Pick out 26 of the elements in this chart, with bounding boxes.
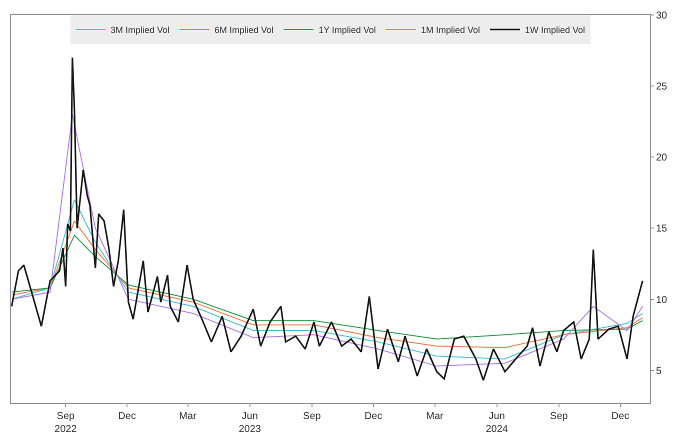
x-tick-label: Dec xyxy=(118,411,136,422)
y-tick-label: 5 xyxy=(656,366,662,377)
x-tick-label: Sep xyxy=(550,411,568,422)
legend-label: 1M Implied Vol xyxy=(420,25,480,36)
x-tick-label: Jun 2023 xyxy=(238,411,262,435)
legend-label: 6M Implied Vol xyxy=(214,25,274,36)
x-tick-label: Dec xyxy=(364,411,382,422)
line-series xyxy=(11,56,644,382)
legend-label: 1Y Implied Vol xyxy=(318,25,376,36)
legend-label: 3M Implied Vol xyxy=(110,25,170,36)
line-series xyxy=(11,234,644,340)
x-tick-label: Sep 2022 xyxy=(54,411,78,435)
x-tick-label: Jun 2024 xyxy=(486,411,508,435)
y-tick-label: 30 xyxy=(656,10,668,22)
y-tick-label: 10 xyxy=(656,294,668,306)
x-tick-label: Mar xyxy=(426,411,444,422)
x-tick-label: Sep xyxy=(303,411,322,422)
line-series xyxy=(11,114,644,367)
x-tick-label: Dec xyxy=(611,411,630,422)
line-series xyxy=(11,220,644,348)
y-tick-label: 15 xyxy=(656,224,668,235)
y-tick-label: 25 xyxy=(656,82,668,93)
x-tick-label: Mar xyxy=(179,411,198,422)
y-tick-label: 20 xyxy=(656,152,668,164)
line-series xyxy=(11,199,644,360)
legend-label: 1W Implied Vol xyxy=(524,25,585,36)
